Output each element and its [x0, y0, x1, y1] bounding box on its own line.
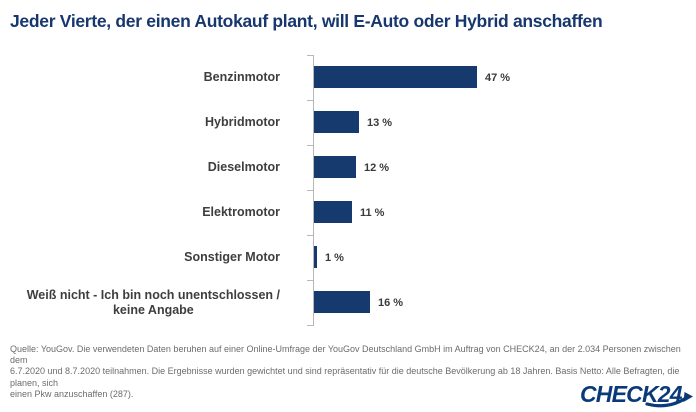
bar-row: Benzinmotor 47 %	[0, 55, 696, 100]
value-label: 13 %	[367, 116, 393, 129]
value-label: 11 %	[360, 206, 385, 219]
y-axis-line	[313, 55, 314, 326]
bar-chart: Benzinmotor 47 % Hybridmotor 13 % Dieselmoto…	[0, 55, 696, 327]
bar	[314, 246, 317, 268]
axis-tick	[307, 190, 313, 191]
logo-arrow-icon	[683, 392, 693, 402]
source-note-line: Quelle: YouGov. Die verwendeten Daten be…	[10, 344, 681, 366]
category-label: Dieselmotor	[207, 160, 280, 175]
axis-tick	[307, 145, 313, 146]
value-label: 12 %	[364, 161, 390, 174]
logo-swoosh-icon	[645, 396, 688, 408]
source-note-line: 6.7.2020 und 8.7.2020 teilnahmen. Die Er…	[10, 366, 680, 388]
axis-tick	[307, 100, 313, 101]
bar	[314, 201, 352, 223]
category-label: Sonstiger Motor	[184, 250, 280, 265]
category-label: Elektromotor	[202, 205, 280, 220]
axis-tick	[307, 235, 313, 236]
value-label: 1 %	[325, 251, 344, 264]
value-label: 16 %	[378, 296, 404, 309]
axis-tick	[307, 325, 313, 326]
bar-row: Sonstiger Motor 1 %	[0, 235, 696, 280]
bar-row: Dieselmotor 12 %	[0, 145, 696, 190]
bar-row: Hybridmotor 13 %	[0, 100, 696, 145]
source-note-line: einen Pkw anzuschaffen (287).	[10, 388, 134, 399]
category-label: Hybridmotor	[205, 115, 280, 130]
bar-row: Weiß nicht - Ich bin noch unentschlossen…	[0, 280, 696, 325]
category-label: Benzinmotor	[203, 70, 280, 85]
value-label: 47 %	[485, 71, 511, 84]
axis-tick	[307, 280, 313, 281]
logo-text: CHECK24	[580, 381, 683, 407]
bar	[314, 291, 370, 313]
bar	[314, 156, 356, 178]
axis-tick	[307, 55, 313, 56]
bar	[314, 111, 359, 133]
chart-title: Jeder Vierte, der einen Autokauf plant, …	[10, 11, 603, 31]
bar-row: Elektromotor 11 %	[0, 190, 696, 235]
source-note: Quelle: YouGov. Die verwendeten Daten be…	[10, 344, 690, 400]
bar	[314, 66, 477, 88]
category-label: Weiß nicht - Ich bin noch unentschlossen…	[26, 287, 280, 317]
check24-logo: CHECK24	[580, 381, 693, 408]
